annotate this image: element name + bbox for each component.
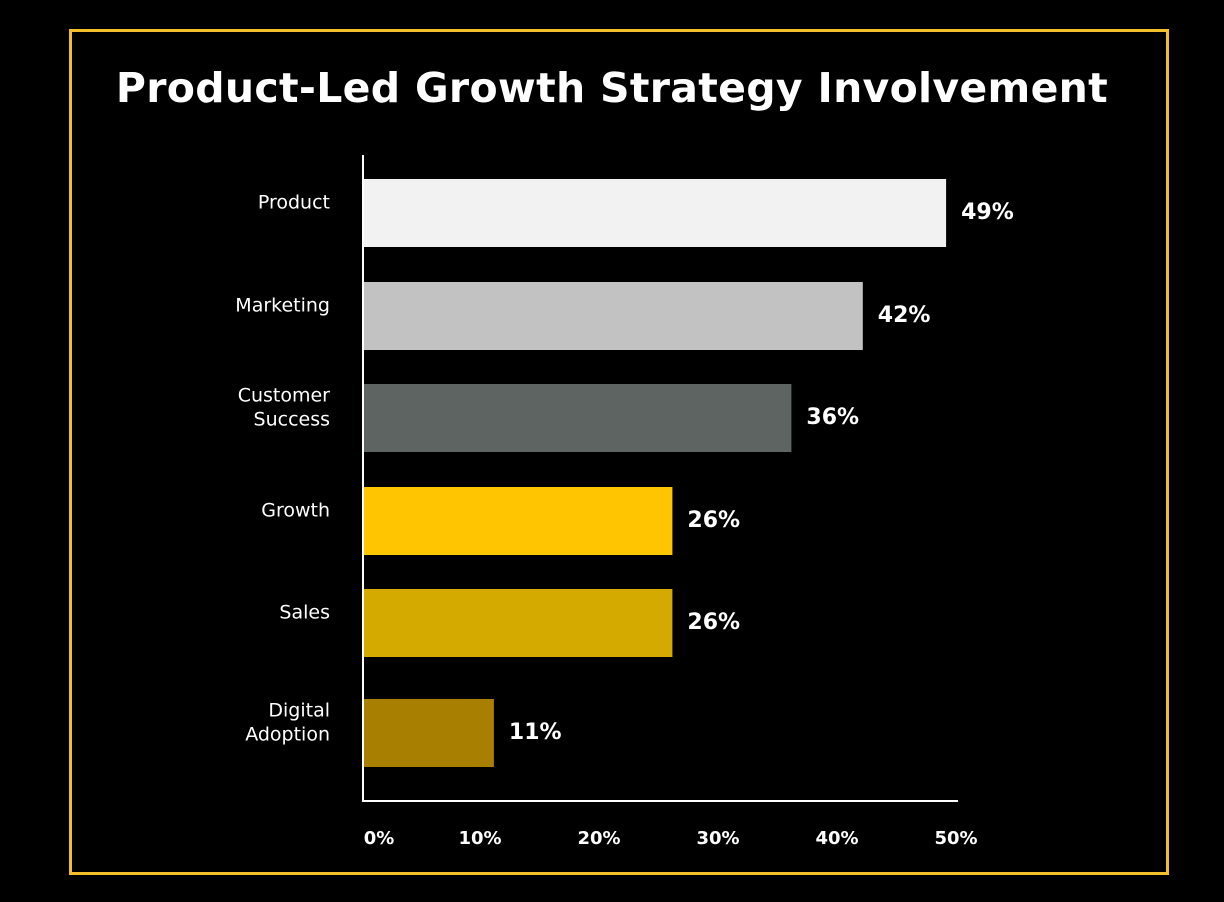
x-tick-label-2: 20%: [577, 828, 620, 849]
chart-frame: [69, 29, 1169, 875]
category-label-4-0: Sales: [279, 602, 330, 624]
bar-0: [363, 179, 947, 247]
category-label-0-0: Product: [258, 192, 330, 214]
category-label-5-0: Digital: [268, 700, 330, 722]
bar-4: [363, 589, 673, 657]
bar-2: [363, 384, 792, 452]
value-label-5: 11%: [509, 720, 562, 745]
x-tick-label-0: 0%: [364, 828, 395, 849]
category-label-3-0: Growth: [261, 500, 330, 522]
value-label-3: 26%: [687, 508, 740, 533]
chart-title: Product-Led Growth Strategy Involvement: [115, 64, 1109, 112]
bar-1: [363, 282, 863, 350]
x-tick-label-4: 40%: [815, 828, 858, 849]
bar-5: [363, 699, 494, 767]
bar-3: [363, 487, 673, 555]
value-label-1: 42%: [878, 303, 931, 328]
bars-group: 49% Product 42% Marketing 36% CustomerSuccess…: [235, 179, 1014, 767]
category-label-2-0: Customer: [238, 385, 330, 407]
value-label-2: 36%: [806, 405, 859, 430]
category-label-1-0: Marketing: [235, 295, 330, 317]
axes-group: 0% 10% 20% 30% 40% 50%: [362, 155, 978, 849]
x-tick-label-5: 50%: [934, 828, 977, 849]
x-tick-label-1: 10%: [458, 828, 501, 849]
value-label-4: 26%: [687, 610, 740, 635]
value-label-0: 49%: [961, 200, 1014, 225]
x-tick-label-3: 30%: [696, 828, 739, 849]
category-label-2-1: Success: [254, 409, 330, 431]
category-label-5-1: Adoption: [245, 724, 330, 746]
